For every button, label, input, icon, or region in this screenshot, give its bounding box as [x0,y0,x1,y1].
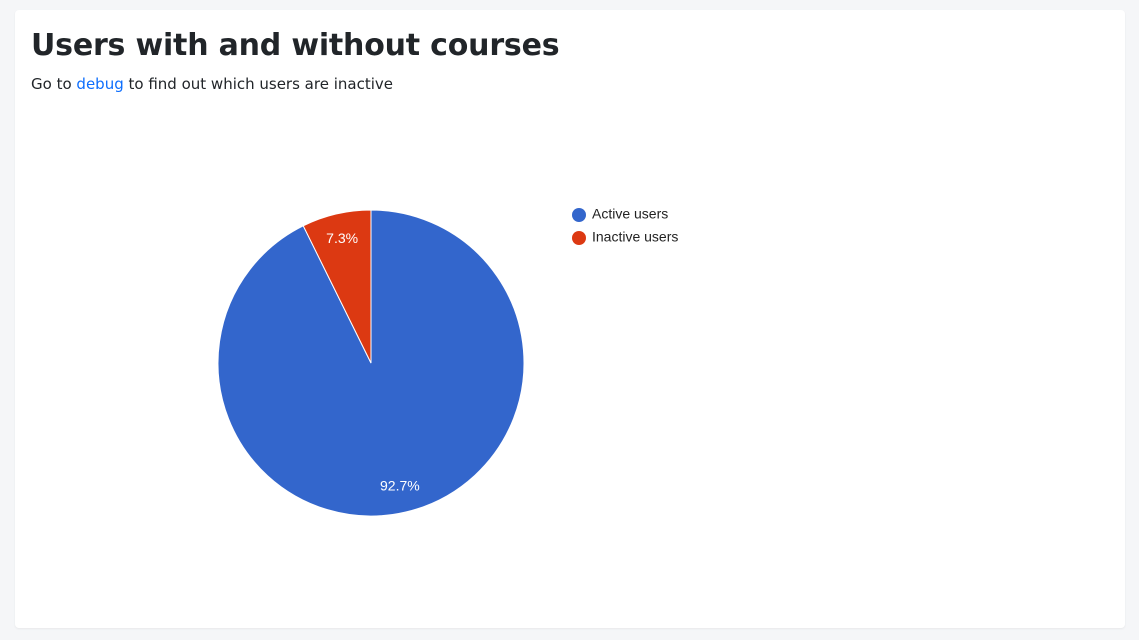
slice-label: 7.3% [326,230,358,246]
slice-label: 92.7% [380,477,420,493]
card: Users with and without courses Go to deb… [15,10,1125,628]
page-title: Users with and without courses [31,28,560,63]
debug-link[interactable]: debug [76,75,124,93]
subtitle-text: Go to [31,75,72,93]
legend-label: Inactive users [592,229,678,245]
subtitle-text: to find out which users are inactive [128,75,393,93]
legend-swatch [572,208,586,222]
pie-slice [302,209,372,364]
legend-swatch [572,231,586,245]
subtitle: Go to debug to find out which users are … [31,75,393,93]
legend-label: Active users [592,206,668,222]
